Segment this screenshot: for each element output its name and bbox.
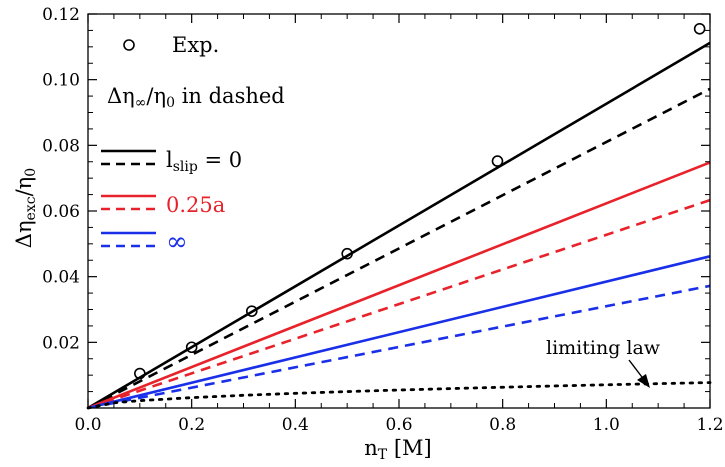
legend-025a-label: 0.25a <box>166 193 225 217</box>
y-tick-label: 0.08 <box>42 136 80 156</box>
limiting-law-label: limiting law <box>546 337 661 359</box>
x-tick-label: 1.0 <box>593 415 620 435</box>
exp-point <box>134 367 146 380</box>
y-tick-label: 0.06 <box>42 202 80 222</box>
experiment-markers <box>134 22 706 380</box>
x-tick-label: 0.8 <box>489 415 516 435</box>
series-layer <box>86 41 712 410</box>
x-axis-title: nT [M] <box>364 436 431 463</box>
legend-dashed-note: Δη∞/η0 in dashed <box>107 84 285 111</box>
exp-point <box>245 305 258 317</box>
legend: Exp. Δη∞/η0 in dashed lslip = 0 0.25a ∞ <box>101 33 285 257</box>
series-line-0-solid <box>87 41 711 410</box>
limiting-law-arrow-head <box>637 374 650 388</box>
legend-lslip0-label: lslip = 0 <box>166 148 242 175</box>
series-line-5-dashed <box>87 284 711 410</box>
y-tick-label: 0.12 <box>42 5 80 25</box>
y-tick-label: 0.04 <box>42 268 80 288</box>
exp-point <box>341 247 353 260</box>
x-tick-label: 1.2 <box>696 415 723 435</box>
y-tick-label: 0.02 <box>42 333 80 353</box>
y-axis-title: Δηexc/η0 <box>12 168 39 248</box>
limiting-law-annotation: limiting law <box>546 337 661 388</box>
x-tick-label: 0.4 <box>282 415 309 435</box>
series-line-2-solid <box>87 161 711 410</box>
series-line-4-solid <box>87 255 711 410</box>
series-line-3-dashed <box>87 198 711 410</box>
x-tick-label: 0.0 <box>74 415 101 435</box>
legend-infinity-label: ∞ <box>166 227 188 257</box>
exp-point <box>491 155 504 167</box>
x-tick-label: 0.2 <box>178 415 205 435</box>
exp-point <box>185 341 198 354</box>
x-tick-label: 0.6 <box>385 415 412 435</box>
series-line-1-dashed <box>87 87 711 410</box>
legend-exp-marker <box>123 39 135 51</box>
y-tick-label: 0.10 <box>42 71 80 91</box>
axis-ticks: 0.0 0.2 0.4 0.6 0.8 1.0 1.2 0.02 0.04 0.06 0.08 0.1… <box>42 5 723 435</box>
exp-point <box>693 22 706 35</box>
legend-exp-label: Exp. <box>172 33 219 57</box>
